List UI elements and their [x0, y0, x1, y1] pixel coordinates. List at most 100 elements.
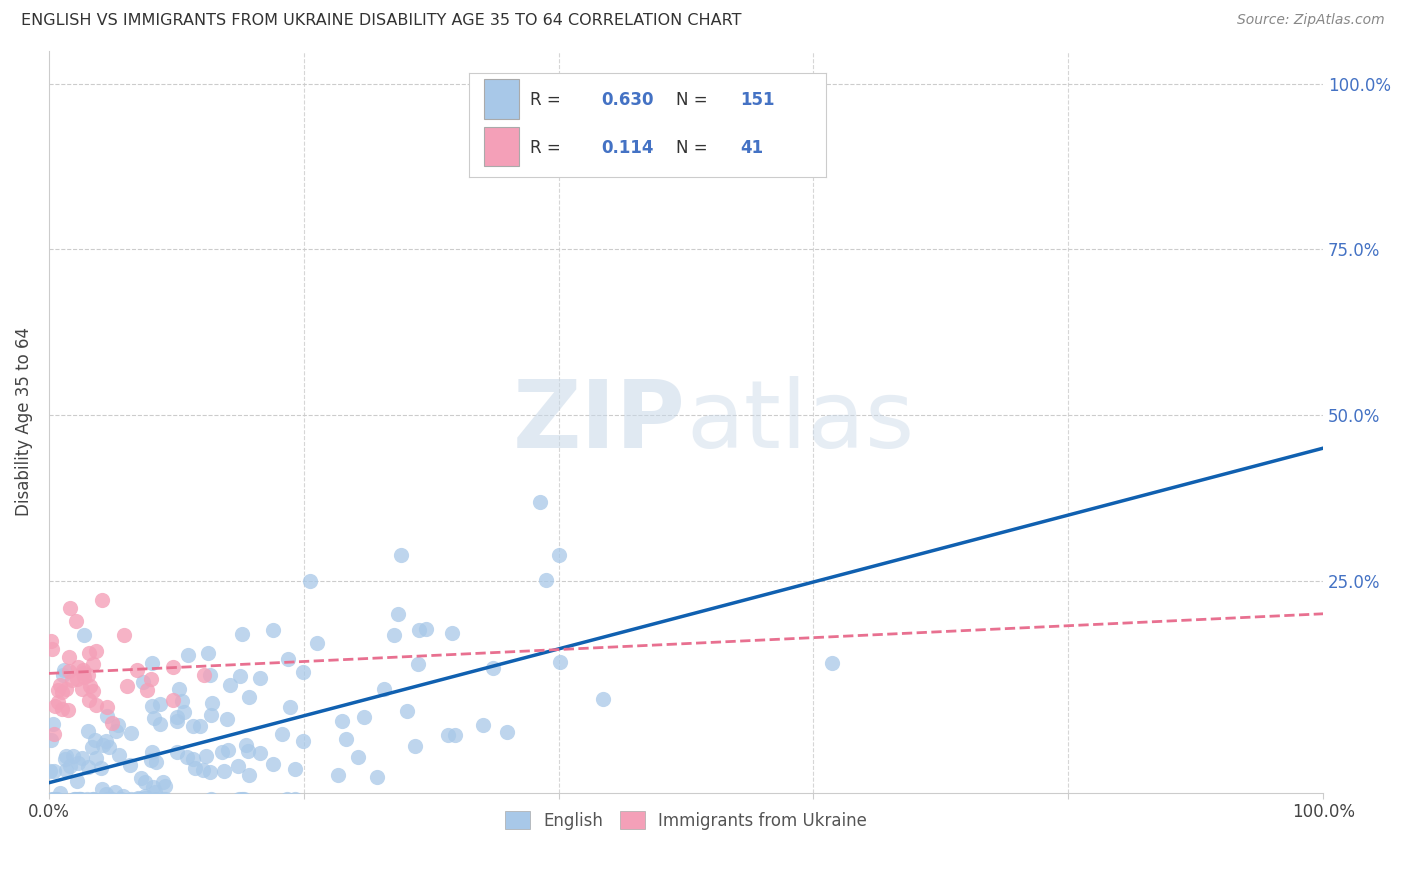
Point — [96, 792, 118, 806]
Point — [110, 792, 132, 806]
Point — [142, 780, 165, 794]
Point — [233, 792, 256, 806]
Point — [70, 682, 93, 697]
Point — [298, 574, 321, 588]
Point — [115, 679, 138, 693]
Point — [72, 663, 94, 677]
Point — [58, 650, 80, 665]
Point — [284, 792, 307, 806]
Point — [66, 792, 89, 806]
Point — [184, 761, 207, 775]
Point — [49, 786, 72, 800]
Point — [200, 792, 222, 806]
Point — [42, 792, 65, 806]
Point — [69, 792, 91, 806]
Point — [141, 699, 163, 714]
Point — [238, 744, 260, 758]
Point — [229, 668, 252, 682]
Point — [91, 781, 114, 796]
Point — [101, 715, 124, 730]
Point — [58, 758, 80, 772]
Point — [98, 739, 121, 754]
Point — [51, 685, 73, 699]
Point — [96, 733, 118, 747]
Point — [42, 717, 65, 731]
Point — [96, 700, 118, 714]
Point — [548, 655, 571, 669]
Point — [181, 718, 204, 732]
Point — [63, 792, 86, 806]
Point — [404, 739, 426, 753]
Point — [46, 792, 69, 806]
Point — [44, 698, 66, 713]
Point — [238, 690, 260, 704]
Point — [219, 678, 242, 692]
Point — [176, 750, 198, 764]
Point — [226, 759, 249, 773]
Point — [440, 626, 463, 640]
Point — [366, 770, 388, 784]
Point — [495, 725, 517, 739]
Point — [69, 792, 91, 806]
Point — [60, 673, 83, 688]
Point — [77, 646, 100, 660]
Point — [118, 758, 141, 772]
Point — [90, 592, 112, 607]
Point — [39, 634, 62, 648]
Point — [53, 752, 76, 766]
Point — [77, 724, 100, 739]
Point — [197, 646, 219, 660]
Point — [132, 674, 155, 689]
Point — [143, 792, 166, 806]
Point — [373, 682, 395, 697]
Point — [55, 749, 77, 764]
Point — [100, 792, 122, 806]
Point — [387, 607, 409, 621]
Point — [235, 738, 257, 752]
Point — [72, 670, 94, 684]
Point — [66, 756, 89, 771]
Point — [188, 719, 211, 733]
Point — [389, 548, 412, 562]
Point — [83, 733, 105, 747]
Point — [84, 751, 107, 765]
Point — [127, 791, 149, 805]
Point — [408, 657, 430, 671]
Point — [249, 746, 271, 760]
Point — [135, 682, 157, 697]
Point — [305, 636, 328, 650]
Point — [443, 727, 465, 741]
Point — [335, 732, 357, 747]
Point — [42, 727, 65, 741]
Point — [166, 745, 188, 759]
Point — [111, 789, 134, 803]
Point — [84, 698, 107, 713]
Point — [201, 697, 224, 711]
Point — [326, 768, 349, 782]
Point — [120, 792, 142, 806]
Point — [77, 693, 100, 707]
Point — [45, 792, 67, 806]
Point — [148, 792, 170, 806]
Point — [108, 748, 131, 763]
Point — [141, 672, 163, 686]
Point — [82, 792, 104, 806]
Point — [548, 548, 571, 562]
Point — [277, 651, 299, 665]
Point — [292, 734, 315, 748]
Point — [211, 745, 233, 759]
Point — [166, 710, 188, 724]
Point — [67, 660, 90, 674]
Point — [270, 726, 292, 740]
Point — [73, 628, 96, 642]
Point — [193, 668, 215, 682]
Point — [472, 717, 495, 731]
Point — [238, 768, 260, 782]
Point — [162, 660, 184, 674]
Point — [66, 672, 89, 686]
Point — [262, 756, 284, 771]
Point — [141, 745, 163, 759]
Y-axis label: Disability Age 35 to 64: Disability Age 35 to 64 — [15, 327, 32, 516]
Point — [77, 760, 100, 774]
Point — [72, 750, 94, 764]
